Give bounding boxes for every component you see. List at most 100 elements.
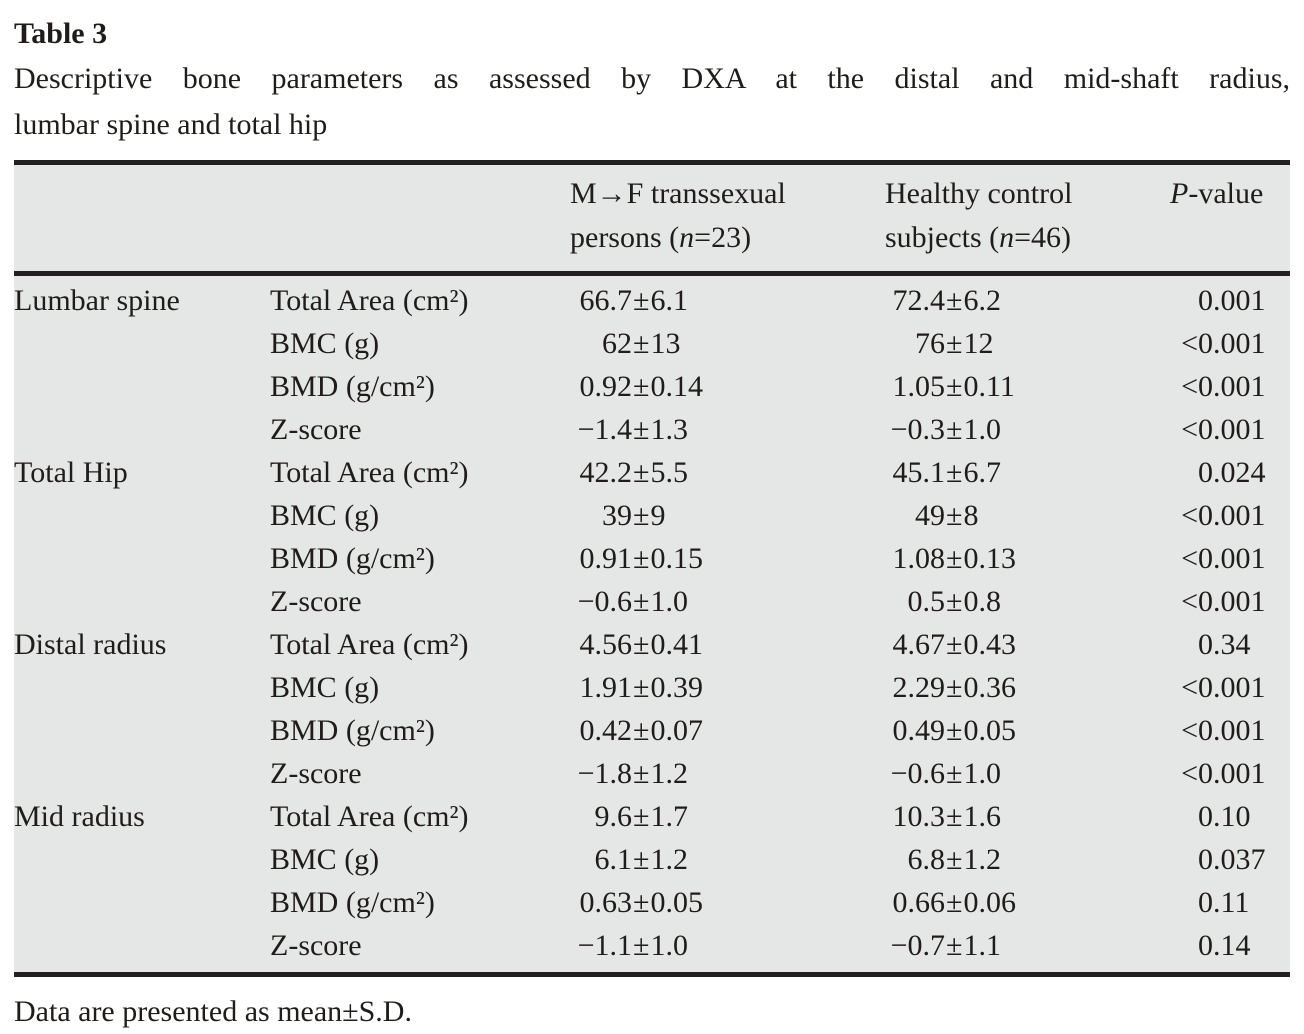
- p-value-cell: <0.001: [1181, 585, 1266, 618]
- table-row: BMC (g) 39±9 49±8 <0.001: [14, 494, 1290, 537]
- control-value-cell: 1.08±0.13: [892, 542, 1016, 575]
- header-mtf-line1: M→F transsexual: [570, 177, 786, 210]
- parameter-cell: Z-score: [270, 413, 362, 446]
- table-row: Total Hip Total Area (cm²) 42.2±5.5 45.1…: [14, 451, 1290, 494]
- table-row: Z-score −1.4±1.3 −0.3±1.0 <0.001: [14, 408, 1290, 451]
- control-value-cell: 45.1±6.7: [892, 456, 1001, 489]
- mtf-value-cell: 39±9: [602, 499, 666, 532]
- header-mtf-line2: persons (n=23): [570, 221, 752, 254]
- caption-line-1: Descriptive bone parameters as assessed …: [14, 62, 1290, 95]
- p-value-cell: <0.001: [1181, 327, 1266, 360]
- control-value-cell: −0.6±1.0: [890, 757, 1001, 790]
- header-region-cell: [14, 172, 270, 260]
- parameter-cell: Total Area (cm²): [270, 628, 469, 661]
- parameter-cell: BMC (g): [270, 671, 380, 704]
- control-value-cell: 0.5±0.8: [907, 585, 1001, 618]
- table-row: Z-score −0.6±1.0 0.5±0.8 <0.001: [14, 580, 1290, 623]
- mtf-value-cell: −1.8±1.2: [577, 757, 688, 790]
- parameter-cell: BMC (g): [270, 843, 380, 876]
- control-value-cell: −0.7±1.1: [890, 929, 1001, 962]
- p-value-cell: <0.001: [1181, 757, 1266, 790]
- p-value-cell: 0.14: [1198, 929, 1251, 962]
- region-cell: [14, 365, 270, 408]
- header-control-line2: subjects (n=46): [885, 221, 1072, 254]
- table-row: BMC (g) 6.1±1.2 6.8±1.2 0.037: [14, 838, 1290, 881]
- table-row: BMC (g) 62±13 76±12 <0.001: [14, 322, 1290, 365]
- control-value-cell: 4.67±0.43: [892, 628, 1016, 661]
- parameter-cell: Total Area (cm²): [270, 284, 469, 317]
- table-title: Table 3: [14, 17, 108, 50]
- parameter-cell: Z-score: [270, 585, 362, 618]
- table-row: BMD (g/cm²) 0.42±0.07 0.49±0.05 <0.001: [14, 709, 1290, 752]
- parameter-cell: BMD (g/cm²): [270, 714, 435, 747]
- table-body: Lumbar spine Total Area (cm²) 66.7±6.1 7…: [14, 276, 1290, 972]
- table-header-row: M→F transsexual persons (n=23) Healthy c…: [14, 165, 1290, 276]
- table-row: Distal radius Total Area (cm²) 4.56±0.41…: [14, 623, 1290, 666]
- p-value-cell: 0.001: [1198, 284, 1266, 317]
- control-value-cell: 49±8: [915, 499, 979, 532]
- region-cell: [14, 537, 270, 580]
- p-value-cell: 0.34: [1198, 628, 1251, 661]
- mtf-value-cell: 0.92±0.14: [579, 370, 703, 403]
- parameter-cell: BMC (g): [270, 499, 380, 532]
- parameter-cell: BMD (g/cm²): [270, 370, 435, 403]
- region-cell: [14, 709, 270, 752]
- region-cell: Distal radius: [14, 628, 167, 661]
- table-row: BMD (g/cm²) 0.92±0.14 1.05±0.11 <0.001: [14, 365, 1290, 408]
- region-cell: Lumbar spine: [14, 284, 180, 317]
- control-value-cell: −0.3±1.0: [890, 413, 1001, 446]
- mtf-value-cell: −0.6±1.0: [577, 585, 688, 618]
- region-cell: [14, 580, 270, 623]
- table-row: Mid radius Total Area (cm²) 9.6±1.7 10.3…: [14, 795, 1290, 838]
- table-caption: Descriptive bone parameters as assessed …: [14, 56, 1290, 148]
- p-value-cell: <0.001: [1181, 413, 1266, 446]
- p-value-cell: 0.10: [1198, 800, 1251, 833]
- control-value-cell: 6.8±1.2: [907, 843, 1001, 876]
- region-cell: [14, 881, 270, 924]
- mtf-value-cell: 9.6±1.7: [594, 800, 688, 833]
- header-mtf-cell: M→F transsexual persons (n=23): [570, 172, 885, 260]
- header-parameter-cell: [270, 172, 570, 260]
- region-cell: [14, 322, 270, 365]
- table-row: BMD (g/cm²) 0.91±0.15 1.08±0.13 <0.001: [14, 537, 1290, 580]
- header-pvalue-cell: P-value: [1170, 177, 1264, 210]
- mtf-value-cell: 0.91±0.15: [579, 542, 703, 575]
- p-value-cell: 0.11: [1198, 886, 1250, 919]
- mtf-value-cell: 66.7±6.1: [579, 284, 688, 317]
- header-control-line1: Healthy control: [885, 177, 1073, 210]
- region-cell: [14, 666, 270, 709]
- table-row: Z-score −1.1±1.0 −0.7±1.1 0.14: [14, 924, 1290, 967]
- control-value-cell: 0.66±0.06: [892, 886, 1016, 919]
- table-row: Lumbar spine Total Area (cm²) 66.7±6.1 7…: [14, 279, 1290, 322]
- mtf-value-cell: 4.56±0.41: [579, 628, 703, 661]
- p-value-cell: 0.037: [1198, 843, 1266, 876]
- control-value-cell: 0.49±0.05: [892, 714, 1016, 747]
- control-value-cell: 76±12: [915, 327, 994, 360]
- region-cell: Total Hip: [14, 456, 128, 489]
- header-control-cell: Healthy control subjects (n=46): [885, 172, 1170, 260]
- control-value-cell: 2.29±0.36: [892, 671, 1016, 704]
- mtf-value-cell: 0.42±0.07: [579, 714, 703, 747]
- caption-line-2: lumbar spine and total hip: [14, 108, 328, 141]
- parameter-cell: Z-score: [270, 757, 362, 790]
- mtf-value-cell: 0.63±0.05: [579, 886, 703, 919]
- region-cell: [14, 838, 270, 881]
- data-table: M→F transsexual persons (n=23) Healthy c…: [14, 160, 1290, 977]
- table-row: Z-score −1.8±1.2 −0.6±1.0 <0.001: [14, 752, 1290, 795]
- control-value-cell: 72.4±6.2: [892, 284, 1001, 317]
- table-footnote: Data are presented as mean±S.D.: [14, 995, 412, 1028]
- parameter-cell: BMC (g): [270, 327, 380, 360]
- parameter-cell: Total Area (cm²): [270, 800, 469, 833]
- parameter-cell: Z-score: [270, 929, 362, 962]
- region-cell: Mid radius: [14, 800, 145, 833]
- control-value-cell: 10.3±1.6: [892, 800, 1001, 833]
- region-cell: [14, 752, 270, 795]
- mtf-value-cell: 6.1±1.2: [594, 843, 688, 876]
- mtf-value-cell: 1.91±0.39: [579, 671, 703, 704]
- mtf-value-cell: 62±13: [602, 327, 681, 360]
- p-value-cell: <0.001: [1181, 499, 1266, 532]
- mtf-value-cell: −1.1±1.0: [577, 929, 688, 962]
- table-row: BMC (g) 1.91±0.39 2.29±0.36 <0.001: [14, 666, 1290, 709]
- p-value-cell: <0.001: [1181, 542, 1266, 575]
